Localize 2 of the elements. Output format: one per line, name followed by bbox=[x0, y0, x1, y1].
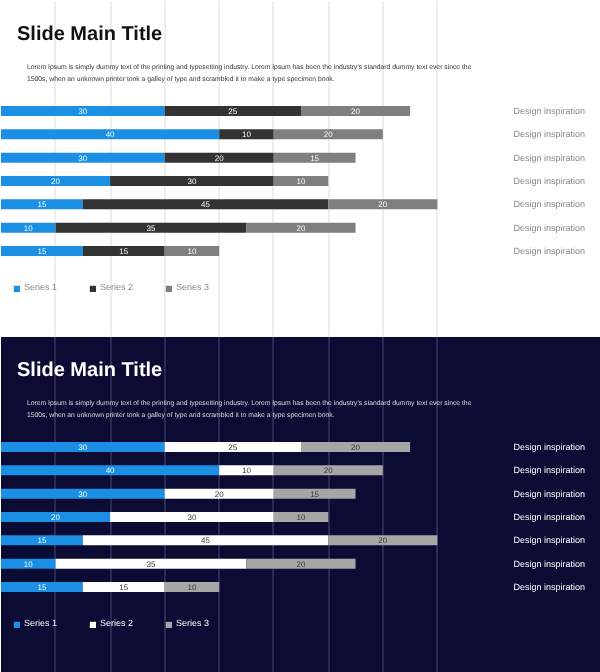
chart-title: Slide Main Title bbox=[17, 360, 164, 382]
chart-title: Slide Main Title bbox=[17, 24, 164, 46]
